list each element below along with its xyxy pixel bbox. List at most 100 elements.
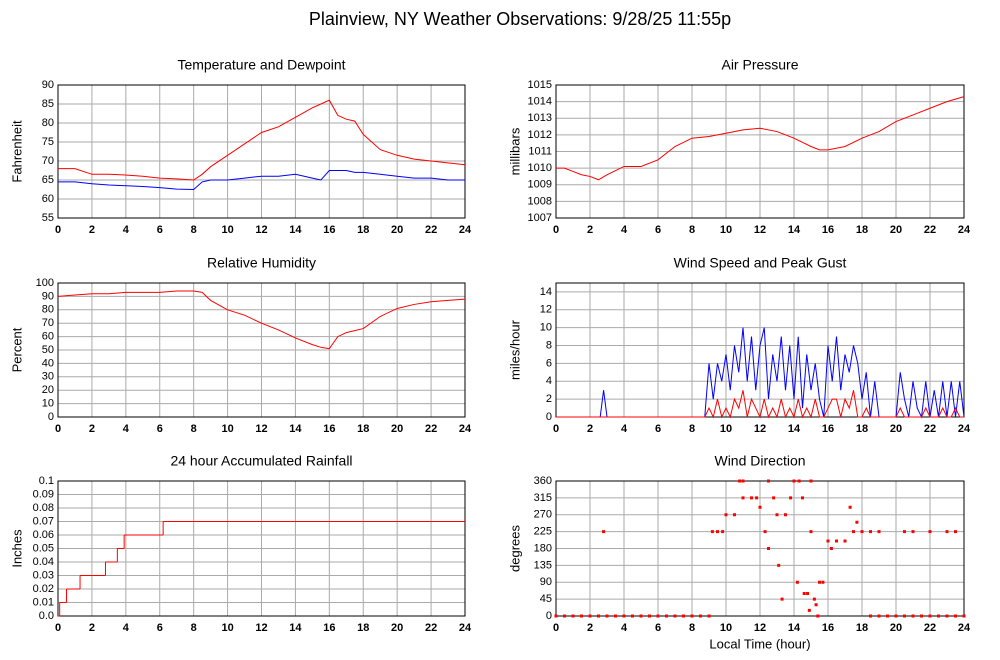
scatter-point [682,614,685,618]
x-tick-label: 18 [357,423,369,435]
y-tick-label: 0.06 [33,529,54,541]
chart-title: Relative Humidity [207,255,316,271]
scatter-point [894,614,898,618]
y-tick-label: 30 [42,371,54,383]
x-tick-label: 0 [553,224,559,236]
y-tick-label: 12 [540,304,552,316]
y-tick-label: 0.01 [33,596,54,608]
x-tick-label: 8 [191,423,197,435]
scatter-point [869,614,872,618]
series-line [58,99,466,181]
scatter-point [602,530,606,534]
y-tick-label: 315 [534,492,552,504]
x-tick-label: 22 [924,423,936,435]
chart-title: Temperature and Dewpoint [177,57,345,73]
scatter-point [829,547,833,550]
scatter-point [869,530,872,534]
y-tick-label: 50 [42,344,54,356]
series-line [556,96,965,181]
plot-frame [57,480,466,617]
scatter-point [843,539,847,543]
x-tick-label: 24 [459,423,472,435]
x-tick-label: 6 [157,423,163,435]
x-tick-label: 6 [655,423,661,435]
scatter-point [962,614,966,618]
series-line [556,390,964,419]
scatter-point [945,530,949,534]
scatter-point [588,614,592,618]
y-tick-label: 65 [42,174,54,186]
x-tick-label: 10 [221,224,233,236]
y-tick-label: 0 [546,411,552,423]
page-title: Plainview, NY Weather Observations: 9/28… [309,9,731,29]
y-tick-label: 1014 [528,96,552,108]
scatter-point [597,614,600,618]
scatter-point [809,479,813,483]
scatter-point [614,614,617,618]
y-tick-label: 225 [534,526,552,538]
x-tick-label: 8 [191,224,197,236]
x-tick-label: 16 [323,423,335,435]
y-tick-label: 1012 [528,129,552,141]
scatter-point [877,530,881,534]
x-tick-label: 16 [822,224,834,236]
x-tick-label: 14 [788,224,801,236]
scatter-point [724,513,728,517]
x-tick-label: 12 [754,622,766,634]
scatter-point [755,496,759,500]
scatter-point [877,614,881,618]
x-tick-label: 2 [587,423,593,435]
scatter-point [767,547,770,550]
scatter-point [855,520,859,524]
x-tick-label: 24 [459,224,472,236]
y-tick-label: 0.05 [33,542,54,554]
scatter-point [886,614,889,618]
scatter-point [954,614,957,618]
x-tick-label: 16 [822,423,834,435]
x-tick-label: 20 [391,224,403,236]
scatter-point [821,580,825,584]
y-tick-label: 1010 [528,162,552,174]
scatter-point [605,614,609,618]
y-tick-label: 4 [546,375,552,387]
y-tick-label: 1007 [528,212,552,224]
y-tick-label: 0.09 [33,488,54,500]
scatter-point [716,530,719,534]
x-tick-label: 18 [357,224,369,236]
x-tick-label: 20 [890,224,902,236]
y-tick-label: 80 [42,117,54,129]
scatter-point [945,614,949,618]
x-tick-label: 18 [856,622,868,634]
x-tick-label: 4 [621,224,628,236]
scatter-point [911,614,915,618]
x-tick-label: 14 [788,423,801,435]
x-tick-label: 12 [754,423,766,435]
chart-title: Air Pressure [721,57,798,73]
scatter-point [563,614,566,618]
x-tick-label: 20 [890,423,902,435]
y-axis-label: degrees [507,525,522,572]
y-tick-label: 70 [42,155,54,167]
scatter-point [758,505,762,509]
x-tick-label: 6 [157,622,163,634]
x-tick-label: 0 [55,224,61,236]
x-tick-label: 2 [89,622,95,634]
scatter-point [763,530,767,534]
scatter-point [903,530,906,534]
scatter-point [738,479,742,483]
scatter-point [656,614,660,618]
scatter-point [721,530,725,534]
scatter-point [826,539,830,543]
x-tick-label: 14 [289,423,302,435]
y-tick-label: 14 [540,286,552,298]
y-axis-label: Inches [9,529,24,568]
x-tick-label: 2 [89,423,95,435]
plot-frame [57,84,466,219]
scatter-point [750,496,753,500]
x-tick-label: 4 [123,622,130,634]
scatter-point [807,608,811,612]
x-tick-label: 22 [924,224,936,236]
y-tick-label: 60 [42,193,54,205]
scatter-point [860,530,864,534]
